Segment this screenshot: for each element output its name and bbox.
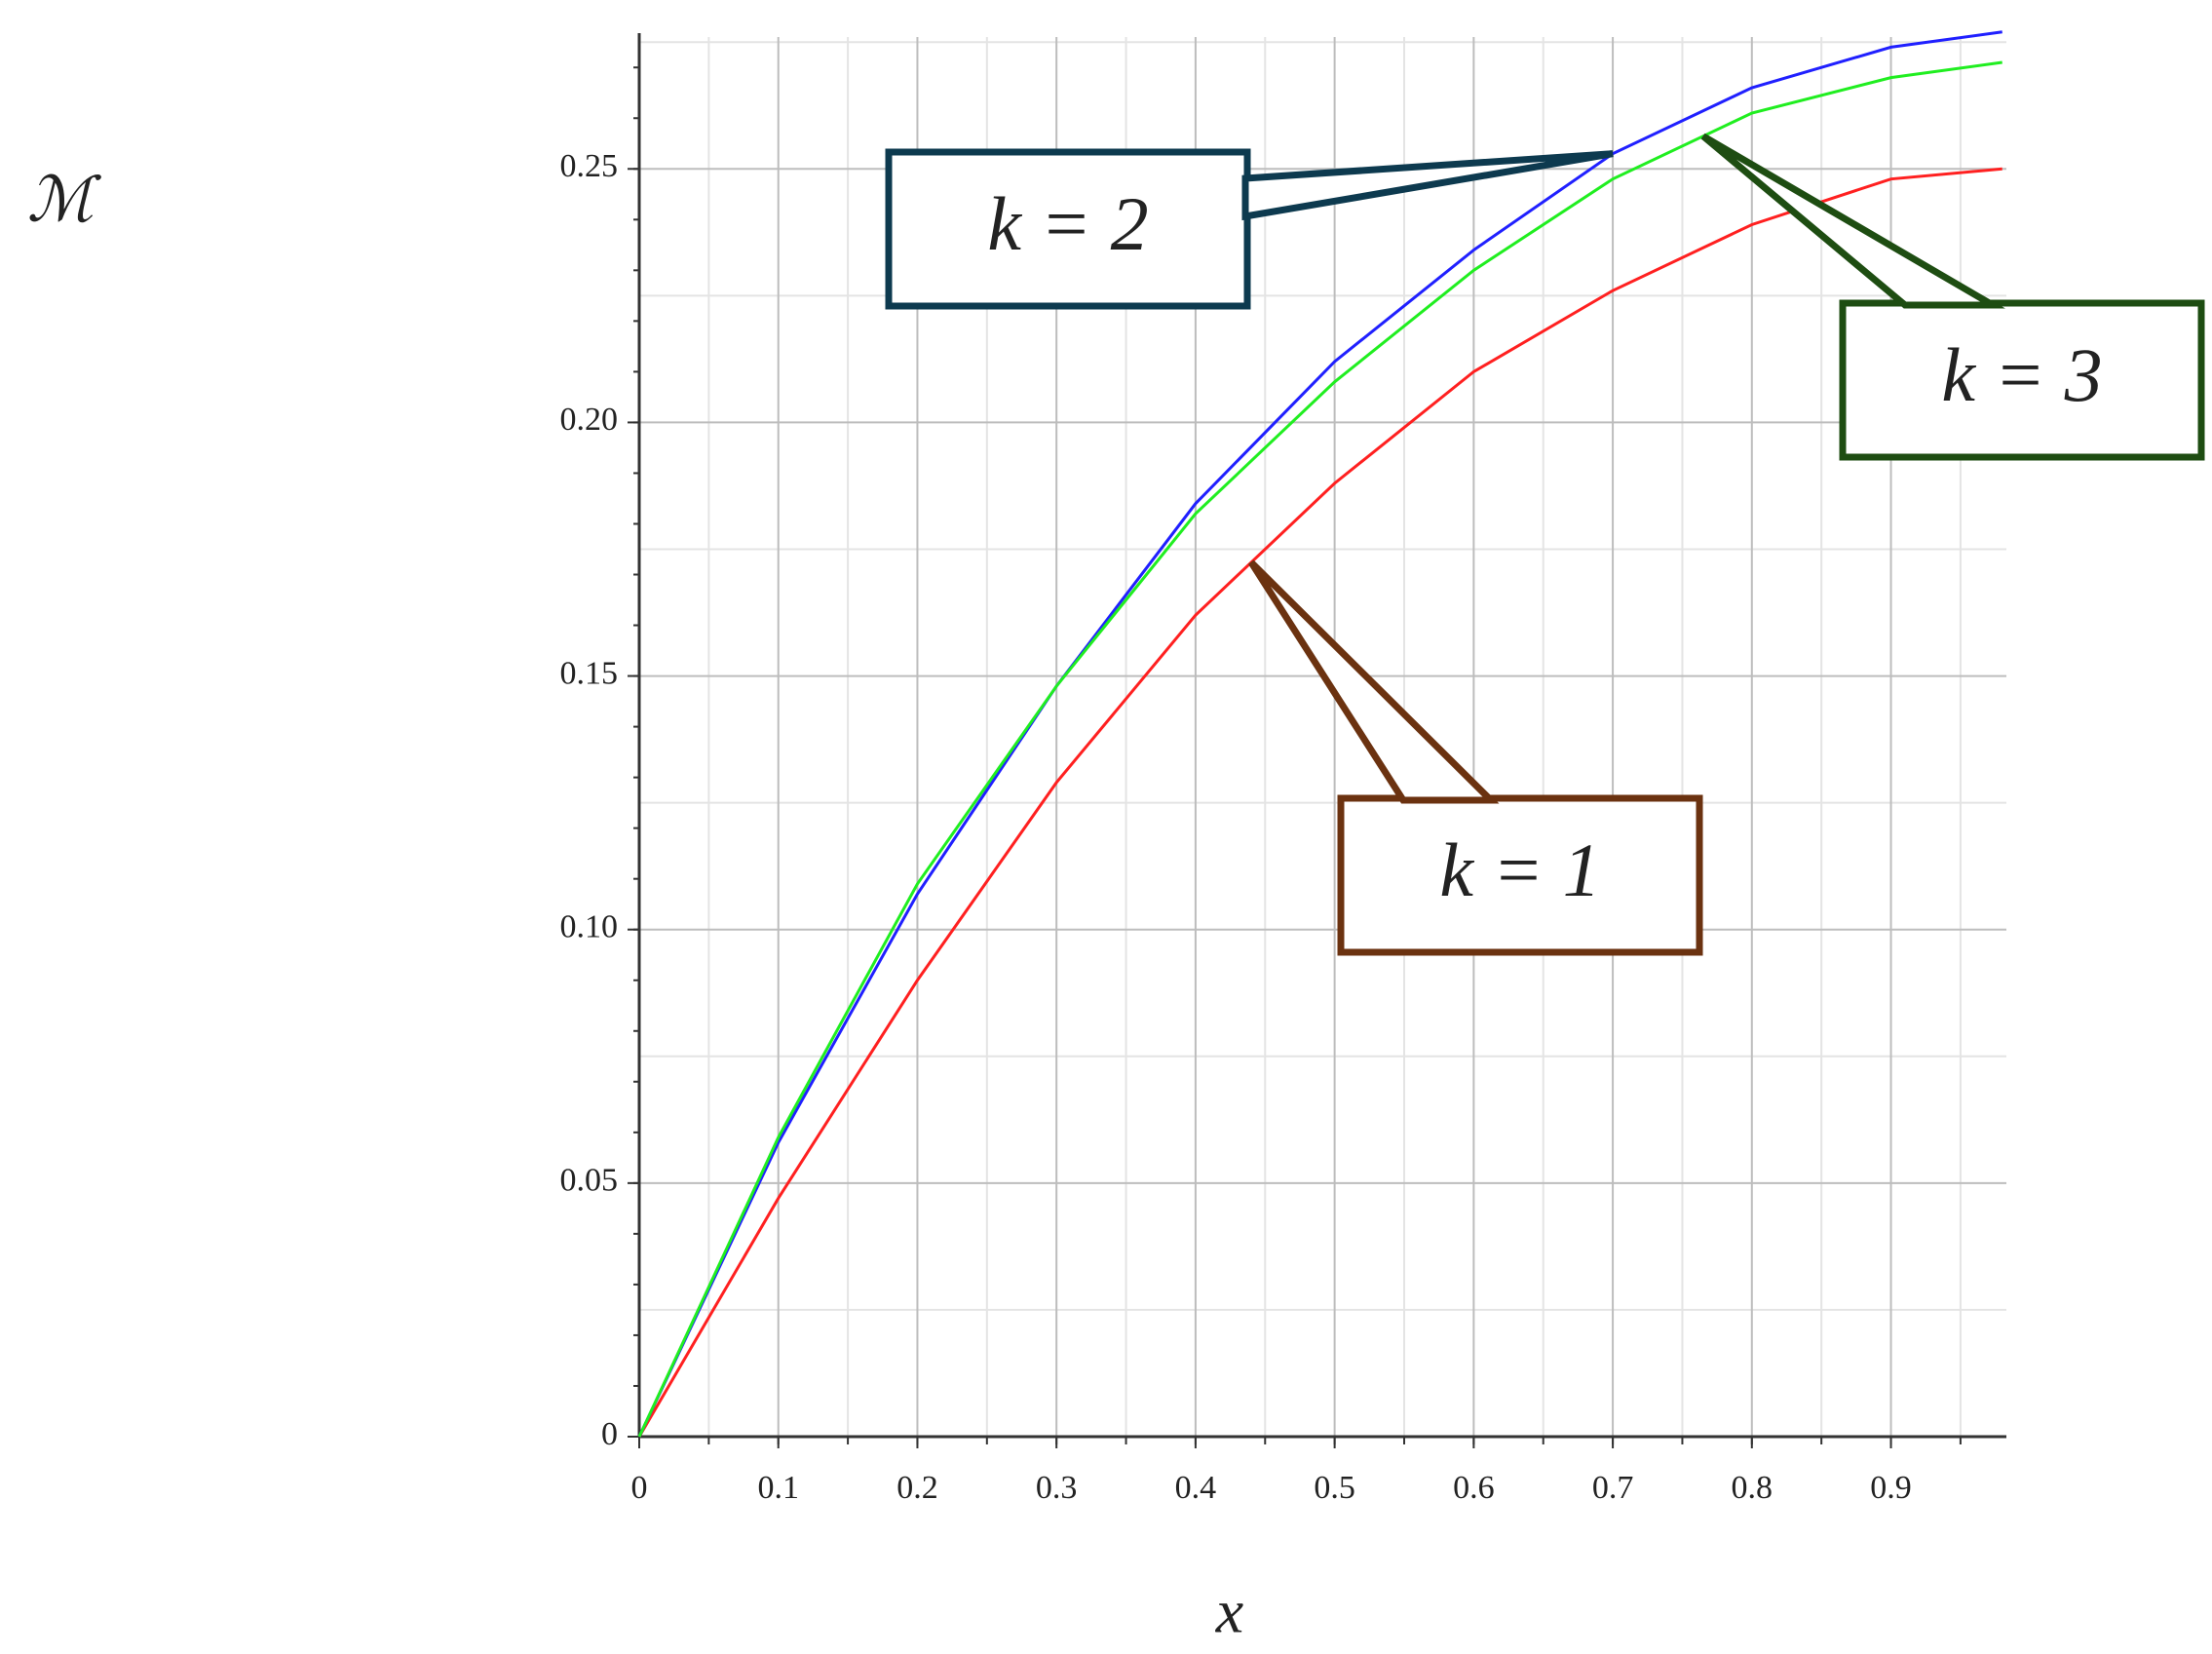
y-tick-label: 0.10 (560, 909, 619, 945)
y-axis-label: ℳ (27, 166, 102, 235)
x-tick-label: 0.1 (757, 1470, 799, 1506)
callout-box (1337, 794, 1703, 956)
legend-label: k = 3 (1941, 332, 2102, 417)
callout-pointer (1241, 150, 1614, 221)
x-tick-label: 0 (631, 1470, 648, 1506)
callout-pointer (1700, 133, 2005, 309)
x-tick-label: 0.8 (1732, 1470, 1773, 1506)
legend-label: k = 2 (987, 181, 1148, 266)
callout-box (885, 148, 1251, 310)
x-tick-label: 0.4 (1175, 1470, 1217, 1506)
callout-pointer (1248, 559, 1500, 804)
callout-box (1839, 299, 2205, 461)
y-tick-label: 0.15 (560, 655, 619, 691)
series-line (637, 60, 2002, 1438)
y-tick-label: 0.25 (560, 148, 619, 184)
x-tick-label: 0.7 (1592, 1470, 1634, 1506)
y-tick-label: 0.20 (560, 402, 619, 438)
series-line (637, 30, 2002, 1438)
y-tick-label: 0 (601, 1416, 618, 1452)
x-tick-label: 0.9 (1870, 1470, 1912, 1506)
y-tick-label: 0.05 (560, 1163, 619, 1199)
callout: k = 1 (1248, 559, 1703, 956)
legend-label: k = 1 (1439, 827, 1600, 912)
x-axis-label: x (1215, 1577, 1243, 1646)
x-tick-label: 0.2 (896, 1470, 938, 1506)
x-tick-label: 0.6 (1453, 1470, 1495, 1506)
x-tick-label: 0.5 (1314, 1470, 1355, 1506)
callout: k = 2 (885, 148, 1614, 310)
callout: k = 3 (1700, 133, 2205, 461)
x-tick-label: 0.3 (1036, 1470, 1078, 1506)
